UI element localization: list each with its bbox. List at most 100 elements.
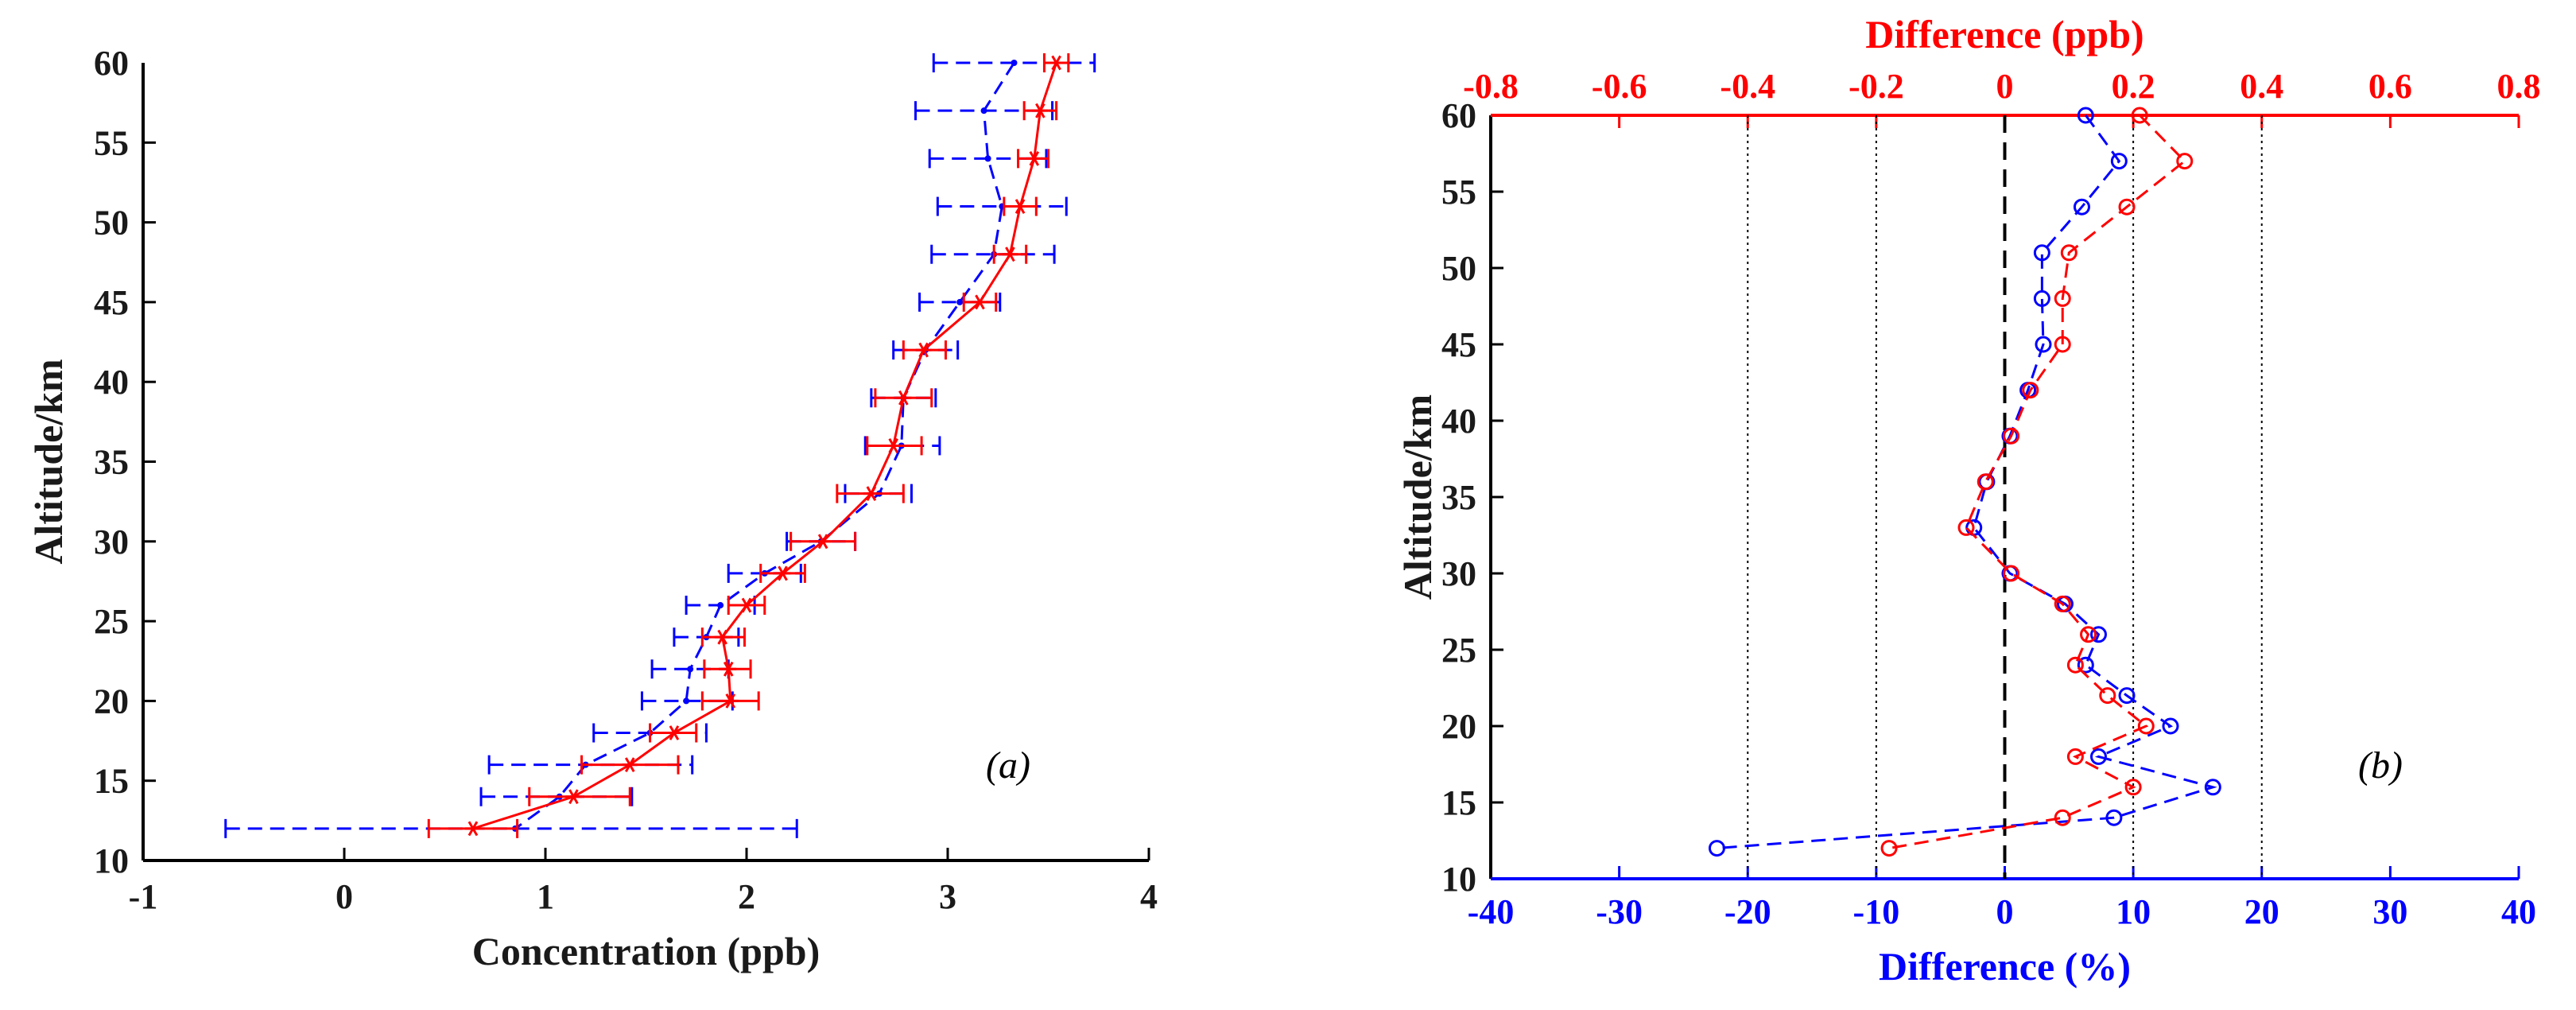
- panel-annotation: (a): [986, 744, 1030, 787]
- data-point: [714, 629, 731, 645]
- series-line: [1717, 115, 2217, 850]
- data-point: [2054, 595, 2071, 612]
- x-tick-label: 2: [738, 877, 755, 916]
- data-point-stroke: [1005, 247, 1015, 262]
- x-tick-label: 1: [537, 877, 554, 916]
- data-point: [2035, 336, 2052, 353]
- series-red-profile: [427, 53, 1070, 838]
- y-tick-label: 35: [1441, 478, 1476, 517]
- x-tick-label: 0: [336, 877, 353, 916]
- data-point: [2073, 198, 2090, 216]
- y-tick-label: 30: [94, 522, 129, 561]
- data-point: [739, 597, 755, 613]
- data-point: [980, 107, 987, 115]
- series-difference-percent: [1708, 107, 2221, 857]
- data-point-stroke: [866, 486, 877, 502]
- data-point: [2033, 244, 2050, 262]
- series-line: [514, 62, 1015, 830]
- data-point: [2089, 748, 2107, 765]
- data-point-stroke: [624, 757, 635, 773]
- data-point: [815, 534, 832, 550]
- data-point: [2054, 289, 2071, 307]
- y-tick-label: 55: [1441, 173, 1476, 212]
- data-point: [2066, 748, 2084, 765]
- data-point: [722, 693, 739, 709]
- data-point: [622, 757, 638, 773]
- y-tick-label: 25: [94, 602, 129, 641]
- top-tick-label: 0.8: [2497, 67, 2541, 106]
- data-point-stroke: [817, 534, 828, 550]
- bottom-tick-label: -20: [1724, 892, 1771, 931]
- top-tick-label: -0.6: [1592, 67, 1647, 106]
- top-tick-label: 0.4: [2240, 67, 2283, 106]
- data-point: [2118, 687, 2136, 705]
- data-point: [1002, 247, 1018, 262]
- data-point-stroke: [1051, 55, 1061, 71]
- data-point: [2124, 779, 2142, 796]
- series-difference-ppb: [1880, 107, 2194, 857]
- y-tick-label: 20: [1441, 707, 1476, 746]
- data-point: [1012, 199, 1029, 214]
- bottom-tick-label: 10: [2116, 892, 2151, 931]
- data-point: [720, 661, 737, 677]
- data-point: [2022, 382, 2039, 399]
- data-point: [2077, 107, 2094, 124]
- data-point: [2077, 656, 2094, 674]
- data-point: [895, 390, 912, 406]
- data-point: [2118, 198, 2136, 216]
- y-tick-label: 45: [1441, 325, 1476, 364]
- data-point: [956, 298, 964, 305]
- data-point: [2162, 717, 2179, 735]
- bottom-tick-label: 0: [1996, 892, 2014, 931]
- y-tick-label: 45: [94, 283, 129, 322]
- data-point: [2080, 626, 2097, 643]
- data-point: [1957, 519, 1975, 536]
- top-tick-label: 0: [1996, 67, 2014, 106]
- y-tick-label: 40: [94, 363, 129, 402]
- data-point: [2066, 656, 2084, 674]
- y-tick-label: 10: [94, 841, 129, 880]
- data-point: [2131, 107, 2148, 124]
- data-point-stroke: [898, 390, 909, 406]
- data-point-stroke: [669, 725, 680, 740]
- data-point-stroke: [888, 438, 898, 453]
- y-tick-label: 50: [1441, 249, 1476, 288]
- y-tick-label: 40: [1441, 402, 1476, 441]
- series-line: [472, 62, 1058, 830]
- data-point: [1708, 840, 1725, 857]
- data-point: [972, 294, 988, 310]
- bottom-tick-label: -10: [1853, 892, 1900, 931]
- data-point: [687, 666, 694, 673]
- data-point: [565, 789, 582, 805]
- data-point: [464, 821, 481, 837]
- bottom-tick-label: 40: [2501, 892, 2536, 931]
- data-point: [665, 725, 682, 740]
- bottom-tick-label: 30: [2372, 892, 2407, 931]
- data-point-stroke: [1014, 199, 1026, 214]
- data-point: [1032, 103, 1049, 118]
- y-tick-label: 25: [1441, 631, 1476, 670]
- data-point-stroke: [568, 789, 579, 805]
- y-tick-label: 20: [94, 682, 129, 721]
- bottom-tick-label: -40: [1468, 892, 1515, 931]
- data-point: [2105, 809, 2123, 826]
- y-tick-label: 30: [1441, 554, 1476, 593]
- data-point: [2033, 289, 2050, 307]
- data-point-stroke: [1035, 103, 1046, 118]
- series-line: [1888, 114, 2187, 850]
- y-tick-label: 50: [94, 204, 129, 243]
- x-tick-label: 4: [1140, 877, 1158, 916]
- x-tick-label: -1: [129, 877, 158, 916]
- data-point: [984, 155, 991, 162]
- top-tick-label: -0.4: [1720, 67, 1775, 106]
- y-axis-label: Altitude/km: [26, 359, 71, 564]
- data-point: [2003, 565, 2020, 582]
- data-point-stroke: [725, 693, 736, 709]
- data-point-stroke: [1029, 150, 1040, 166]
- data-point: [2110, 153, 2128, 170]
- x-tick-label: 3: [939, 877, 956, 916]
- data-point-stroke: [723, 661, 734, 677]
- bottom-axis-label: Difference (%): [1879, 944, 2131, 989]
- y-tick-label: 15: [1441, 783, 1476, 822]
